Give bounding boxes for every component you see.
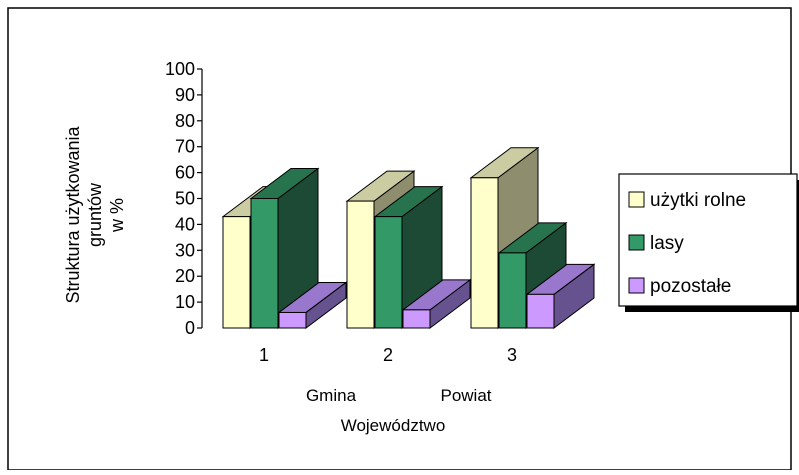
x-tick-label: 2: [383, 345, 393, 365]
legend-label-uzytki-rolne: użytki rolne: [650, 190, 746, 211]
bar-front: [402, 309, 431, 329]
x-tick-label: 3: [507, 345, 517, 365]
category-name-2: Powiat: [440, 386, 491, 405]
y-tick-label: 50: [175, 189, 195, 209]
y-tick-label: 30: [175, 240, 195, 260]
bar-pozostale-2: [401, 278, 472, 329]
bar-front: [526, 293, 555, 329]
y-axis-title-line-1: Struktura użytkowania: [63, 125, 83, 303]
y-axis: 0 10 20 30 40 50 60 70 80 90 100: [165, 59, 203, 338]
bar-lasy-1: [249, 167, 320, 329]
bar-front: [470, 177, 499, 329]
y-tick-label: 20: [175, 266, 195, 286]
y-tick-label: 10: [175, 292, 195, 312]
y-axis-title-line-2: gruntów: [85, 182, 105, 247]
legend-box: [618, 173, 798, 307]
bar-front: [222, 216, 251, 329]
y-tick-label: 80: [175, 111, 195, 131]
x-ticks: 1 2 3: [259, 345, 517, 365]
y-tick-label: 70: [175, 137, 195, 157]
y-tick-label: 0: [185, 318, 195, 338]
bar-pozostale-3: [525, 263, 596, 329]
bar-front: [278, 311, 307, 329]
bar-front: [250, 198, 279, 329]
legend-swatch-lasy: [628, 234, 645, 251]
legend: użytki rolne lasy pozostałe: [618, 173, 799, 312]
category-name-1: Gmina: [306, 386, 357, 405]
bar-front: [346, 200, 375, 329]
y-tick-label: 40: [175, 214, 195, 234]
legend-swatch-uzytki-rolne: [628, 191, 645, 208]
y-axis-title: Struktura użytkowania gruntów w %: [63, 125, 127, 303]
y-tick-label: 60: [175, 163, 195, 183]
y-axis-title-line-3: w %: [107, 198, 127, 233]
legend-swatch-pozostale: [628, 277, 645, 294]
legend-label-pozostale: pozostałe: [650, 276, 731, 297]
bar-front: [374, 216, 403, 329]
y-tick-label: 90: [175, 85, 195, 105]
y-tick-label: 100: [165, 59, 195, 79]
bars: [221, 146, 596, 329]
x-tick-label: 1: [259, 345, 269, 365]
bar-pozostale-1: [277, 281, 348, 329]
legend-label-lasy: lasy: [650, 233, 684, 254]
category-name-3: Województwo: [341, 416, 446, 435]
bar-front: [498, 252, 527, 329]
